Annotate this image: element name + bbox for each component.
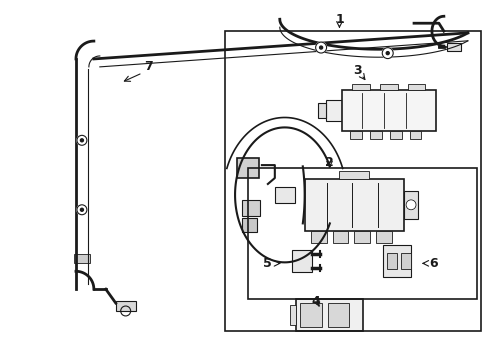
Bar xyxy=(248,168,477,299)
Circle shape xyxy=(77,205,87,215)
Text: 3: 3 xyxy=(353,64,362,77)
Text: 4: 4 xyxy=(311,294,320,307)
Circle shape xyxy=(77,135,87,145)
Circle shape xyxy=(406,200,416,210)
Circle shape xyxy=(382,48,393,59)
Bar xyxy=(410,131,421,139)
Bar xyxy=(311,231,326,243)
Circle shape xyxy=(319,46,322,49)
Bar xyxy=(354,231,370,243)
Text: 1: 1 xyxy=(335,13,344,26)
Circle shape xyxy=(386,51,389,55)
Bar xyxy=(390,131,402,139)
Circle shape xyxy=(316,42,326,53)
Bar xyxy=(318,103,326,118)
Bar xyxy=(380,84,397,90)
Bar xyxy=(295,299,363,331)
Bar xyxy=(333,231,348,243)
Bar xyxy=(370,131,382,139)
Bar xyxy=(340,171,369,179)
Text: 2: 2 xyxy=(325,156,334,168)
Bar xyxy=(300,303,321,327)
Bar xyxy=(242,200,260,216)
Text: 7: 7 xyxy=(144,60,153,73)
Text: 6: 6 xyxy=(430,257,438,270)
Text: 5: 5 xyxy=(264,257,272,270)
Bar xyxy=(401,253,411,269)
Bar xyxy=(447,43,461,51)
Bar xyxy=(292,251,312,272)
Bar xyxy=(326,100,342,121)
Circle shape xyxy=(80,139,83,142)
Bar xyxy=(350,131,362,139)
Bar xyxy=(376,231,392,243)
Bar xyxy=(387,253,397,269)
Bar xyxy=(342,90,437,131)
Bar xyxy=(225,31,481,331)
Bar xyxy=(404,191,418,219)
Bar xyxy=(408,84,425,90)
Bar xyxy=(352,84,370,90)
Circle shape xyxy=(80,208,83,211)
Bar xyxy=(305,179,404,231)
Bar xyxy=(290,305,295,325)
Bar xyxy=(242,218,257,231)
Bar xyxy=(383,246,411,277)
Bar xyxy=(275,187,294,203)
Bar xyxy=(327,303,349,327)
Bar xyxy=(237,158,259,178)
Bar xyxy=(116,301,136,311)
Bar xyxy=(74,255,90,264)
